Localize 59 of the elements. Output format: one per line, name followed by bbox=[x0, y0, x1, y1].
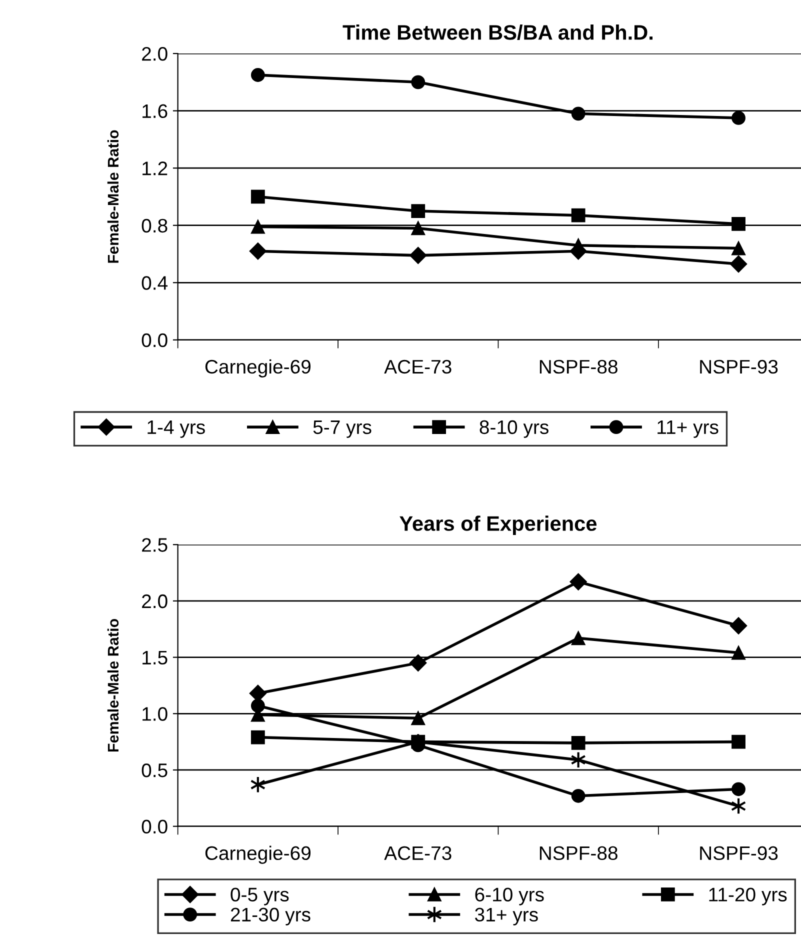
legend-label: 11+ yrs bbox=[658, 420, 718, 438]
legend-label: 1-4 yrs bbox=[148, 420, 205, 438]
point bbox=[250, 220, 265, 234]
legend-label: 6-10 yrs bbox=[475, 888, 544, 906]
x-tick-label: Carnegie-69 bbox=[205, 846, 311, 864]
point bbox=[250, 698, 265, 713]
point bbox=[732, 734, 746, 749]
point bbox=[410, 246, 427, 264]
y-tick-label: 0.5 bbox=[142, 763, 168, 778]
point bbox=[410, 654, 427, 672]
point bbox=[411, 711, 426, 726]
point bbox=[411, 75, 426, 90]
x-tick-label: NSPF-93 bbox=[700, 846, 778, 860]
y-tick-label: 2.5 bbox=[142, 538, 168, 552]
y-axis-title: Female-Male Ratio bbox=[107, 130, 119, 263]
point bbox=[250, 730, 265, 744]
y-tick-label: 0.0 bbox=[142, 820, 168, 834]
legend-label: 21-30 yrs bbox=[230, 908, 310, 926]
x-tick-label: NSPF-88 bbox=[540, 360, 618, 374]
x-tick-label: NSPF-88 bbox=[540, 846, 618, 860]
y-tick-label: 1.2 bbox=[142, 162, 168, 176]
y-tick-label: 1.0 bbox=[142, 707, 168, 721]
y-tick-label: 1.6 bbox=[142, 104, 168, 118]
point bbox=[730, 255, 748, 273]
y-tick-label: 0.4 bbox=[142, 276, 168, 290]
point bbox=[732, 782, 746, 796]
y-tick-label: 0.8 bbox=[142, 218, 168, 233]
point bbox=[730, 617, 748, 634]
y-tick-label: 0.0 bbox=[142, 333, 168, 348]
x-tick-label: ACE-73 bbox=[384, 360, 452, 374]
point bbox=[250, 68, 265, 82]
point bbox=[571, 736, 586, 750]
point bbox=[732, 216, 746, 231]
legend-label: 11-20 yrs bbox=[709, 888, 787, 906]
point bbox=[571, 631, 586, 646]
chart-title: Time Between BS/BA and Ph.D. bbox=[342, 24, 652, 40]
legend-label: 8-10 yrs bbox=[480, 420, 548, 438]
point bbox=[249, 242, 266, 260]
point bbox=[571, 788, 586, 803]
point bbox=[411, 221, 426, 236]
point bbox=[732, 241, 746, 256]
point bbox=[571, 208, 586, 222]
point bbox=[570, 573, 587, 590]
x-tick-label: ACE-73 bbox=[384, 846, 452, 860]
point bbox=[411, 204, 426, 218]
point bbox=[250, 190, 265, 204]
point bbox=[571, 106, 586, 121]
x-tick-label: NSPF-93 bbox=[700, 360, 778, 374]
y-tick-label: 2.0 bbox=[142, 594, 168, 608]
chart-title: Years of Experience bbox=[400, 516, 597, 536]
legend-label: 0-5 yrs bbox=[230, 888, 289, 906]
legend-label: 31+ yrs bbox=[475, 908, 538, 926]
point bbox=[732, 646, 746, 660]
y-tick-label: 1.5 bbox=[142, 650, 168, 665]
point bbox=[732, 111, 746, 125]
x-tick-label: Carnegie-69 bbox=[205, 359, 311, 378]
y-tick-label: 2.0 bbox=[142, 46, 168, 61]
legend-label: 5-7 yrs bbox=[313, 420, 372, 438]
y-axis-title: Female-Male Ratio bbox=[107, 618, 119, 752]
